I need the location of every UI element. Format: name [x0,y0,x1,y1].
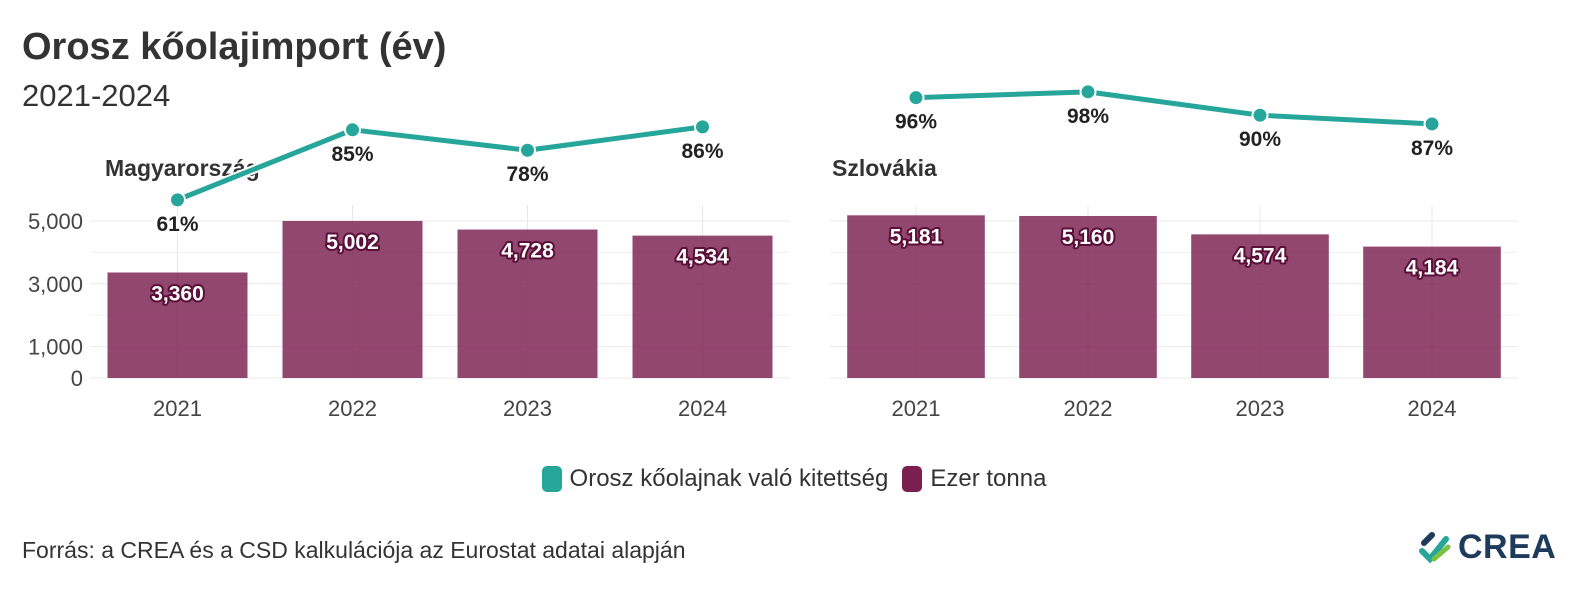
line-point [1423,115,1441,133]
line-value-label: 96% [895,111,937,134]
bar-value-label: 4,534 [676,246,729,269]
bar-value-label: 4,728 [501,240,554,263]
crea-logo-text: CREA [1458,528,1557,566]
bar-value-label: 5,002 [326,231,379,254]
line-value-label: 87% [1411,137,1453,160]
exposure-line [915,89,1433,127]
line-value-label: 85% [331,143,373,166]
y-tick-label: 1,000 [28,335,83,360]
bar [847,215,985,378]
line-value-label: 78% [506,163,548,186]
bar-value-label: 3,360 [151,282,204,305]
x-tick-label: 2024 [1408,396,1457,421]
x-tick-label: 2021 [153,396,202,421]
line-point [1079,83,1097,101]
line-value-label: 98% [1067,105,1109,128]
bar [1191,234,1329,378]
bar-value-label: 5,181 [890,225,943,248]
x-tick-label: 2021 [892,396,941,421]
line-point [907,89,925,107]
line-value-label: 86% [681,140,723,163]
chart-subtitle: 2021-2024 [22,78,171,113]
bar-value-label: 5,160 [1062,226,1115,249]
line-point [694,118,711,136]
source-note: Forrás: a CREA és a CSD kalkulációja az … [22,537,686,563]
bar-value-label: 4,184 [1406,257,1459,280]
line-value-label: 61% [156,213,198,236]
legend-item-bar[interactable]: Ezer tonna [902,465,1046,493]
line-value-label: 90% [1239,128,1281,151]
bar [457,229,598,378]
x-tick-label: 2023 [1236,396,1285,421]
legend-label-line: Orosz kőolajnak való kitettség [569,465,889,492]
panel-title: Szlovákia [832,155,937,181]
x-tick-label: 2023 [503,396,552,421]
legend-swatch-bar [902,466,923,492]
line-point [1251,106,1269,124]
bar-value-label: 4,574 [1234,244,1287,267]
x-tick-label: 2022 [328,396,377,421]
bar [632,235,773,378]
chart-title: Orosz kőolajimport (év) [22,26,447,68]
bar [1019,215,1157,378]
line-point [519,141,536,159]
crea-logo-icon [1419,531,1451,563]
legend-label-bar: Ezer tonna [930,465,1047,492]
bar [107,272,248,378]
legend: Orosz kőolajnak való kitettség Ezer tonn… [0,465,1588,493]
y-tick-label: 0 [71,366,83,391]
x-tick-label: 2022 [1064,396,1113,421]
crea-logo: CREA [1418,528,1556,567]
x-tick-label: 2024 [678,396,727,421]
bar [282,220,423,378]
exposure-line [176,124,703,203]
y-tick-label: 5,000 [28,209,83,234]
legend-swatch-line [541,466,562,492]
bar [1363,246,1501,378]
legend-item-line[interactable]: Orosz kőolajnak való kitettség [541,465,889,493]
line-point [344,121,361,139]
y-tick-label: 3,000 [28,272,83,297]
line-point [169,191,186,209]
